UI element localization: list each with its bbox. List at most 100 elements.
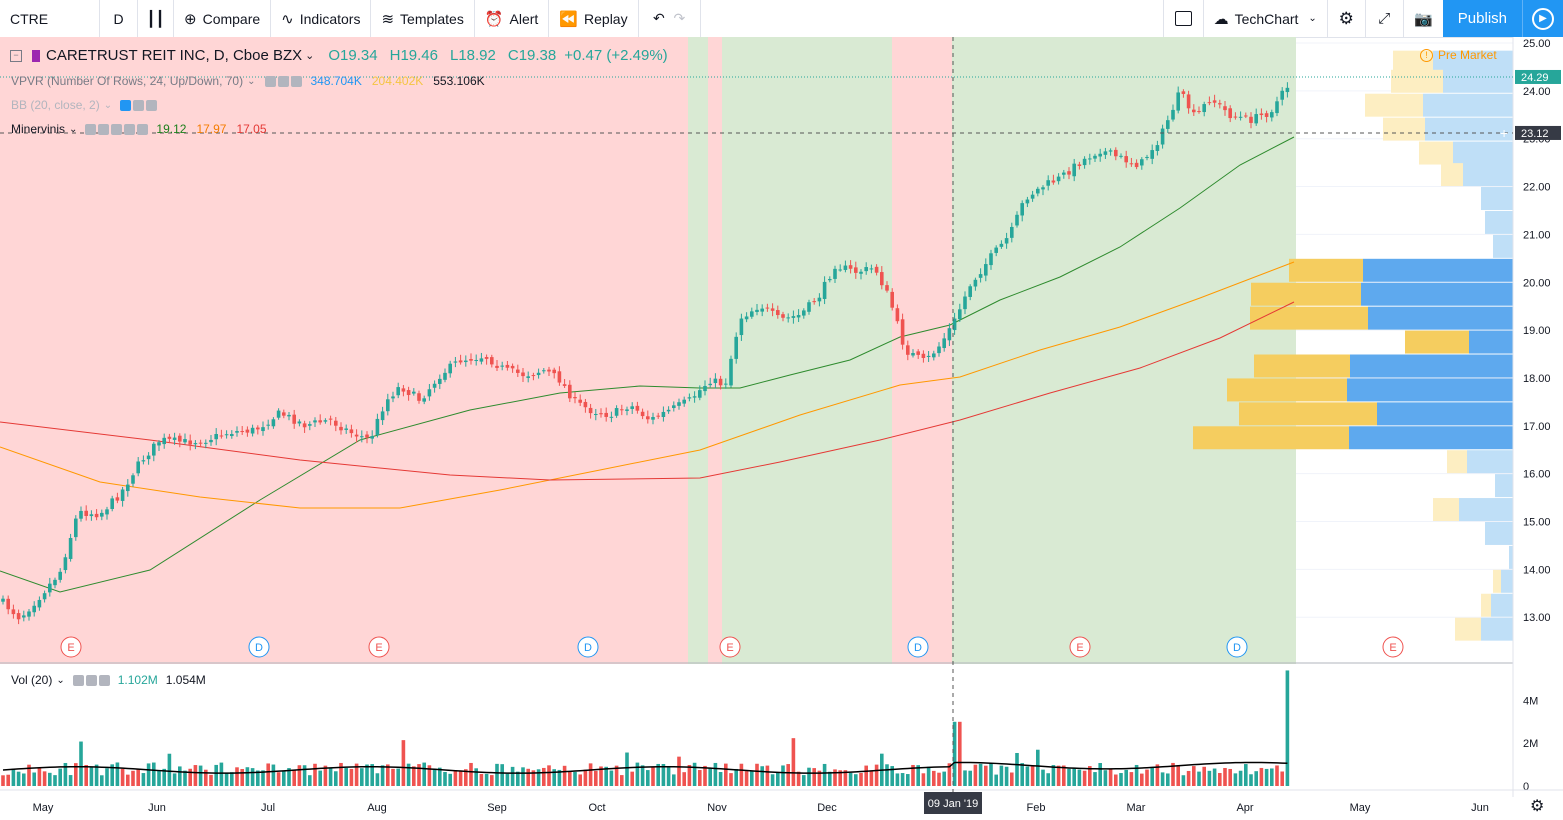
vpvr-up-16 [1349,426,1513,450]
volume-bar [703,765,707,786]
volume-bar [1004,766,1009,786]
gear-icon[interactable] [98,123,110,135]
volume-bar [422,762,426,786]
gear-icon[interactable]: ⚙ [1530,798,1545,815]
volume-bar [375,773,380,786]
chart-style-button[interactable]: ┃┃ [138,0,174,37]
candle-body [94,513,99,518]
candle-body [833,268,837,279]
candle-body [973,279,978,287]
layout-menu[interactable]: ☁ TechChart ⌄ [1202,0,1327,37]
candle-body [651,417,655,420]
candle-body [1098,153,1102,157]
redo-icon[interactable]: ↷ [673,10,686,26]
candle-body [422,398,426,402]
vpvr-up-0 [1433,50,1513,74]
symbol-search[interactable]: CTRE [0,0,100,37]
bb-label: BB (20, close, 2) [11,98,100,112]
volume-legend[interactable]: Vol (20) ⌄ 1.102M 1.054M [11,673,206,687]
candle-body [781,314,785,318]
time-label: May [33,802,54,814]
close-icon[interactable] [137,123,149,135]
volume-bar [614,765,619,786]
compare-button[interactable]: ⊕ Compare [174,0,272,37]
candle-body [1244,115,1248,117]
indicators-button[interactable]: ∿ Indicators [271,0,372,37]
pre-market-badge[interactable]: ! Pre Market [1420,48,1497,62]
volume-bar [94,764,99,786]
publish-button[interactable]: Publish [1442,0,1522,37]
candle-body [1202,104,1206,113]
event-marker [248,636,270,658]
volume-bar [588,763,593,786]
hidden-eye-icon[interactable] [120,99,132,111]
candle-body [84,510,88,516]
fullscreen-layout-button[interactable] [1162,0,1203,37]
volume-bar [999,765,1004,786]
volume-bar [146,763,151,786]
volume-bar [1202,766,1206,786]
candle-body [916,351,920,355]
templates-button[interactable]: ≋ Templates [371,0,475,37]
candle-body [370,436,374,439]
volume-bar [994,774,998,786]
candle-body [646,416,650,420]
close-icon[interactable] [291,75,303,87]
chevron-down-icon[interactable]: ⌄ [305,50,315,62]
candle-body [448,363,452,374]
eye-icon[interactable] [265,75,277,87]
play-button[interactable]: ▶ [1522,0,1563,37]
volume-bar [646,770,650,786]
vpvr-up-22 [1501,569,1513,593]
eye-icon[interactable] [72,674,84,686]
volume-bar [214,764,218,786]
settings-button[interactable]: ⚙ [1326,0,1365,37]
candle-body [250,427,255,434]
alert-button[interactable]: ⏰ Alert [475,0,550,37]
gear-icon[interactable] [133,99,145,111]
minervinis-legend[interactable]: Minervinis ⌄ 19.12 17.97 17.05 [11,122,267,136]
volume-bar [302,765,307,786]
vpvr-legend[interactable]: VPVR (Number Of Rows, 24, Up/Down, 70) ⌄… [11,74,485,88]
volume-bar [1218,773,1222,786]
volume-bar [1233,773,1238,786]
vpvr-up-3 [1425,117,1513,141]
volume-bar [1,775,5,786]
legend-collapse-icon[interactable]: − [10,49,22,62]
gear-icon[interactable] [278,75,290,87]
volume-bar [365,764,369,786]
price-tick: 17.00 [1523,421,1551,433]
symbol-title[interactable]: CARETRUST REIT INC, D, Cboe BZX [46,47,303,64]
volume-bar [755,763,759,786]
candle-body [396,387,400,396]
fullscreen-button[interactable]: ⤢ [1364,0,1403,37]
volume-bar [807,767,811,786]
gear-icon[interactable] [85,674,97,686]
square-icon [1174,11,1192,26]
snapshot-button[interactable]: 📷 [1402,0,1443,37]
candle-body [921,353,926,358]
time-label: May [1350,802,1371,814]
close-icon[interactable] [98,674,110,686]
bb-legend[interactable]: BB (20, close, 2) ⌄ [11,98,159,112]
volume-bar [1223,767,1227,786]
replay-button[interactable]: ⏪ Replay [549,0,639,37]
volume-bar [448,773,452,786]
code-icon[interactable] [111,123,123,135]
volume-bar [963,770,967,786]
eye-icon[interactable] [85,123,97,135]
volume-bar [219,762,224,786]
candle-body [256,427,260,430]
candle-body [1088,158,1092,160]
close-icon[interactable] [146,99,158,111]
ohlc-low: L18.92 [449,47,496,64]
interval-button[interactable]: D [100,0,138,37]
volume-bar [287,768,291,786]
plus-circle-icon: ⊕ [184,10,197,28]
volume-bar [937,772,941,786]
volume-bar [531,770,536,786]
undo-icon[interactable]: ↶ [652,10,665,26]
time-label: Oct [588,802,605,814]
more-icon[interactable] [124,123,136,135]
